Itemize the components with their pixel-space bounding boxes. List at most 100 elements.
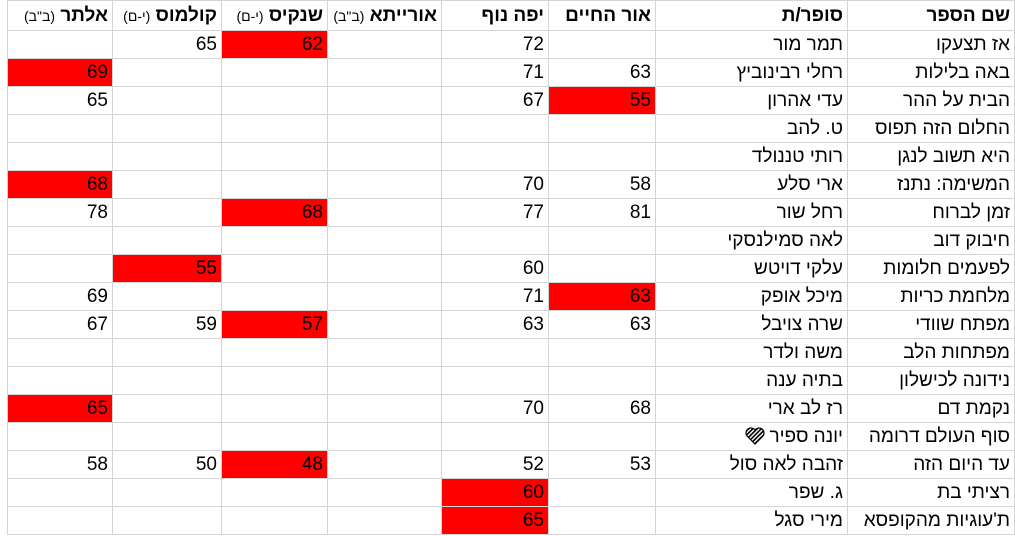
cell-author[interactable]: בתיה ענה xyxy=(655,366,848,395)
cell-score-oraita[interactable] xyxy=(327,170,442,199)
cell-score-yafe-nof[interactable]: 70 xyxy=(441,394,549,423)
cell-score-alter[interactable] xyxy=(7,366,113,395)
cell-score-shankis[interactable] xyxy=(221,422,328,451)
cell-score-shankis[interactable]: 48 xyxy=(221,450,328,479)
cell-score-or-hachaim[interactable]: 81 xyxy=(548,198,656,227)
cell-score-oraita[interactable] xyxy=(327,142,442,171)
cell-title[interactable]: לפעמים חלומות xyxy=(847,254,1015,283)
cell-score-or-hachaim[interactable]: 55 xyxy=(548,86,656,115)
cell-score-yafe-nof[interactable] xyxy=(441,366,549,395)
header-cell-shankis[interactable]: שנקיס (י-ם) xyxy=(221,0,328,31)
cell-score-kolmos[interactable]: 50 xyxy=(112,450,222,479)
cell-title[interactable]: המשימה: נתנז xyxy=(847,170,1015,199)
cell-score-or-hachaim[interactable] xyxy=(548,478,656,507)
cell-title[interactable]: אז תצעקו xyxy=(847,30,1015,59)
cell-score-oraita[interactable] xyxy=(327,198,442,227)
cell-score-or-hachaim[interactable] xyxy=(548,506,656,535)
cell-score-or-hachaim[interactable] xyxy=(548,142,656,171)
cell-score-alter[interactable]: 68 xyxy=(7,170,113,199)
cell-score-shankis[interactable] xyxy=(221,254,328,283)
cell-author[interactable]: רחל שור xyxy=(655,198,848,227)
cell-author[interactable]: רותי טננולד xyxy=(655,142,848,171)
cell-score-or-hachaim[interactable] xyxy=(548,114,656,143)
cell-author[interactable]: ארי סלע xyxy=(655,170,848,199)
cell-score-shankis[interactable] xyxy=(221,282,328,311)
cell-title[interactable]: מלחמת כריות xyxy=(847,282,1015,311)
cell-score-or-hachaim[interactable] xyxy=(548,254,656,283)
cell-score-or-hachaim[interactable]: 63 xyxy=(548,310,656,339)
cell-score-yafe-nof[interactable]: 60 xyxy=(441,478,549,507)
cell-score-oraita[interactable] xyxy=(327,282,442,311)
cell-score-yafe-nof[interactable]: 71 xyxy=(441,58,549,87)
cell-score-kolmos[interactable]: 59 xyxy=(112,310,222,339)
cell-score-shankis[interactable] xyxy=(221,478,328,507)
cell-score-shankis[interactable]: 57 xyxy=(221,310,328,339)
cell-score-oraita[interactable] xyxy=(327,58,442,87)
cell-author[interactable]: ג. שפר xyxy=(655,478,848,507)
cell-score-oraita[interactable] xyxy=(327,366,442,395)
cell-score-kolmos[interactable] xyxy=(112,170,222,199)
cell-author[interactable]: מירי סגל xyxy=(655,506,848,535)
cell-title[interactable]: ת'עוגיות מהקופסא xyxy=(847,506,1015,535)
cell-score-alter[interactable] xyxy=(7,506,113,535)
cell-score-alter[interactable] xyxy=(7,478,113,507)
cell-score-kolmos[interactable]: 55 xyxy=(112,254,222,283)
cell-score-or-hachaim[interactable] xyxy=(548,422,656,451)
cell-author[interactable]: רז לב ארי xyxy=(655,394,848,423)
header-cell-alter[interactable]: אלתר (ב"ב) xyxy=(7,0,113,31)
cell-score-oraita[interactable] xyxy=(327,506,442,535)
cell-score-alter[interactable]: 65 xyxy=(7,394,113,423)
cell-score-oraita[interactable] xyxy=(327,254,442,283)
cell-score-shankis[interactable] xyxy=(221,338,328,367)
cell-score-kolmos[interactable] xyxy=(112,58,222,87)
cell-score-kolmos[interactable] xyxy=(112,422,222,451)
header-cell-oraita[interactable]: אורייתא (ב"ב) xyxy=(327,0,442,31)
cell-title[interactable]: עד היום הזה xyxy=(847,450,1015,479)
cell-score-yafe-nof[interactable]: 52 xyxy=(441,450,549,479)
cell-score-alter[interactable]: 58 xyxy=(7,450,113,479)
cell-title[interactable]: סוף העולם דרומה xyxy=(847,422,1015,451)
cell-score-alter[interactable]: 69 xyxy=(7,282,113,311)
cell-score-yafe-nof[interactable]: 67 xyxy=(441,86,549,115)
cell-title[interactable]: החלום הזה תפוס xyxy=(847,114,1015,143)
cell-author[interactable]: תמר מור xyxy=(655,30,848,59)
cell-author[interactable]: לאה סמילנסקי xyxy=(655,226,848,255)
cell-score-shankis[interactable] xyxy=(221,226,328,255)
cell-score-shankis[interactable] xyxy=(221,394,328,423)
cell-score-or-hachaim[interactable]: 63 xyxy=(548,58,656,87)
cell-score-oraita[interactable] xyxy=(327,450,442,479)
cell-score-shankis[interactable] xyxy=(221,170,328,199)
cell-score-yafe-nof[interactable]: 72 xyxy=(441,30,549,59)
cell-score-alter[interactable] xyxy=(7,114,113,143)
cell-score-kolmos[interactable] xyxy=(112,366,222,395)
cell-author[interactable]: שרה צויבל xyxy=(655,310,848,339)
cell-title[interactable]: הבית על ההר xyxy=(847,86,1015,115)
cell-score-kolmos[interactable] xyxy=(112,506,222,535)
cell-score-oraita[interactable] xyxy=(327,338,442,367)
cell-score-or-hachaim[interactable]: 58 xyxy=(548,170,656,199)
cell-score-oraita[interactable] xyxy=(327,114,442,143)
cell-score-oraita[interactable] xyxy=(327,310,442,339)
cell-score-kolmos[interactable] xyxy=(112,142,222,171)
cell-score-kolmos[interactable]: 65 xyxy=(112,30,222,59)
cell-score-kolmos[interactable] xyxy=(112,478,222,507)
cell-score-kolmos[interactable] xyxy=(112,86,222,115)
cell-score-shankis[interactable] xyxy=(221,58,328,87)
cell-score-yafe-nof[interactable]: 77 xyxy=(441,198,549,227)
cell-score-oraita[interactable] xyxy=(327,394,442,423)
cell-score-kolmos[interactable] xyxy=(112,226,222,255)
cell-author[interactable]: עלקי דויטש xyxy=(655,254,848,283)
cell-score-shankis[interactable] xyxy=(221,506,328,535)
cell-title[interactable]: באה בלילות xyxy=(847,58,1015,87)
cell-score-kolmos[interactable] xyxy=(112,282,222,311)
cell-score-alter[interactable] xyxy=(7,226,113,255)
cell-score-yafe-nof[interactable] xyxy=(441,114,549,143)
cell-title[interactable]: היא תשוב לנגן xyxy=(847,142,1015,171)
cell-title[interactable]: מפתחות הלב xyxy=(847,338,1015,367)
cell-score-oraita[interactable] xyxy=(327,478,442,507)
cell-score-or-hachaim[interactable] xyxy=(548,30,656,59)
cell-score-or-hachaim[interactable] xyxy=(548,366,656,395)
cell-score-alter[interactable]: 69 xyxy=(7,58,113,87)
cell-score-yafe-nof[interactable] xyxy=(441,422,549,451)
cell-score-shankis[interactable] xyxy=(221,86,328,115)
